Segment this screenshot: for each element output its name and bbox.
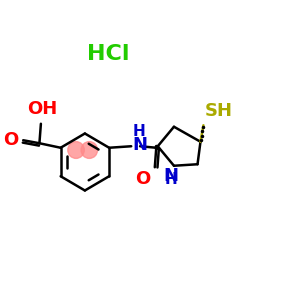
Text: N: N <box>164 167 178 185</box>
Text: H: H <box>165 172 177 187</box>
Text: H: H <box>133 124 146 139</box>
Text: N: N <box>133 136 148 154</box>
Circle shape <box>68 142 84 158</box>
Text: SH: SH <box>205 102 233 120</box>
Circle shape <box>81 142 98 158</box>
Text: HCl: HCl <box>87 44 130 64</box>
Text: O: O <box>135 169 150 188</box>
Text: O: O <box>3 130 18 148</box>
Text: OH: OH <box>27 100 58 118</box>
